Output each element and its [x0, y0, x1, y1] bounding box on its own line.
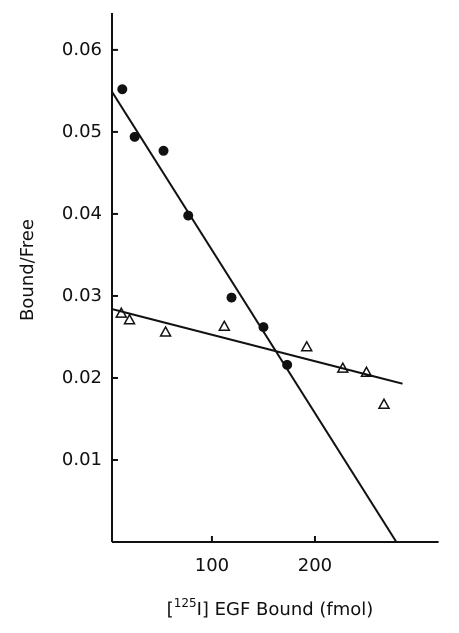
point — [123, 313, 136, 325]
point — [360, 365, 373, 377]
x-tick-label: 200 — [298, 555, 332, 576]
point — [300, 340, 313, 352]
y-tick-label: 0.05 — [62, 121, 102, 142]
y-tick-label: 0.06 — [62, 39, 102, 60]
point — [377, 397, 391, 409]
fit-line — [111, 308, 403, 385]
point — [282, 359, 293, 370]
point — [218, 319, 231, 332]
y-axis-label: Bound/Free — [17, 219, 38, 321]
x-tick-label: 100 — [195, 555, 229, 576]
point — [226, 292, 237, 303]
point — [117, 84, 128, 95]
y-tick-label: 0.04 — [62, 203, 102, 224]
x-axis-label: [125I] EGF Bound (fmol) — [167, 596, 374, 621]
fit-line — [111, 91, 398, 543]
point — [159, 325, 172, 337]
x-label-prefix: [ — [167, 599, 174, 620]
point — [158, 145, 169, 156]
point — [129, 131, 140, 142]
point — [258, 322, 269, 333]
y-tick-label: 0.03 — [62, 285, 102, 306]
y-tick-label: 0.01 — [62, 449, 102, 470]
x-label-text: I] EGF Bound (fmol) — [197, 599, 374, 620]
y-tick-label: 0.02 — [62, 367, 102, 388]
x-label-superscript: 125 — [174, 596, 197, 610]
